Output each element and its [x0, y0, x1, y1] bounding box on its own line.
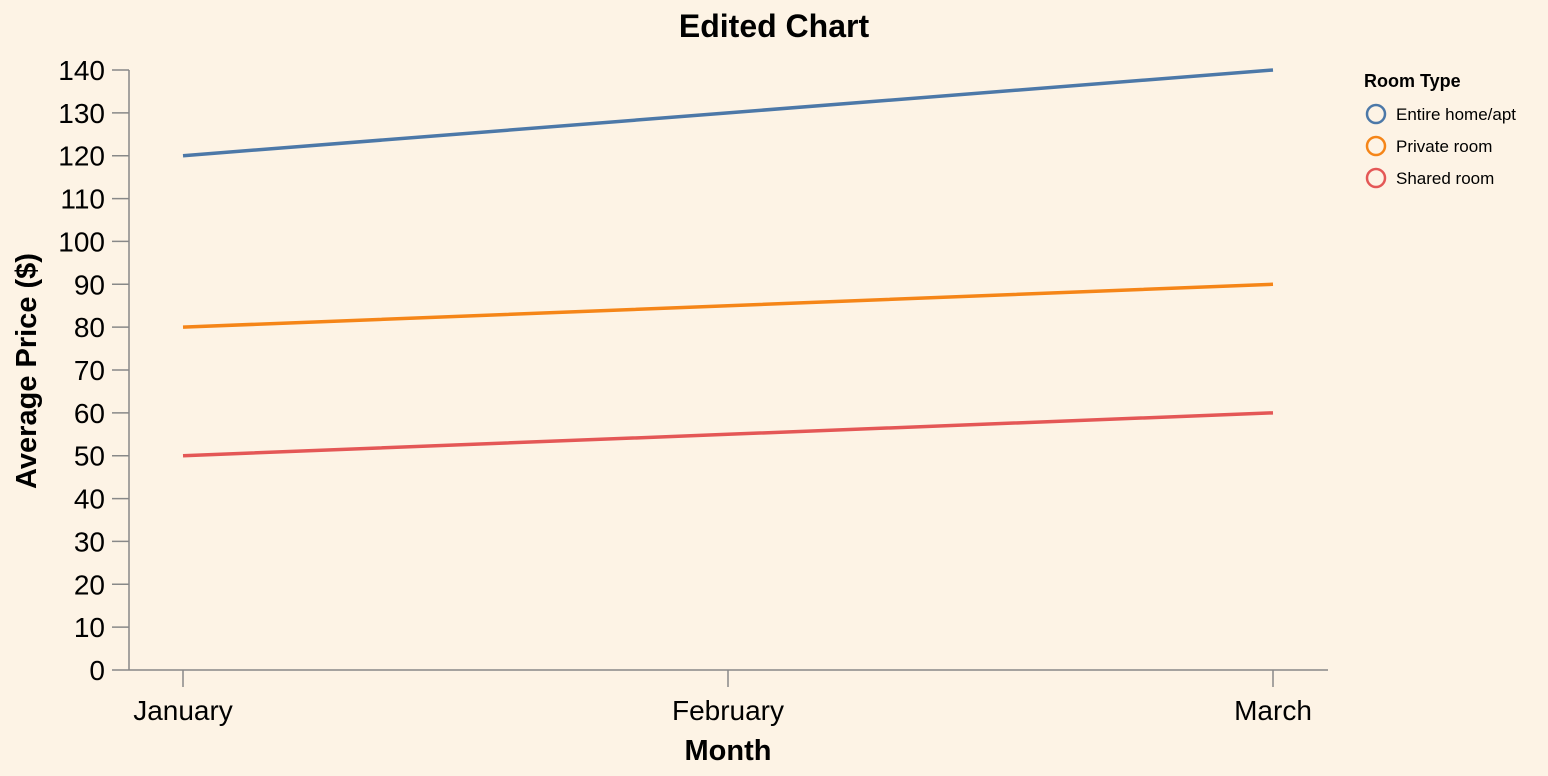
- legend-label: Shared room: [1396, 169, 1494, 188]
- x-tick-label: March: [1234, 695, 1312, 726]
- y-axis: 0 10 20 30 40 50 60 70 80 90 100 110 120 130 140: [58, 55, 130, 686]
- x-axis: January February March: [129, 669, 1328, 726]
- legend-symbol: [1365, 103, 1387, 125]
- legend-label: Entire home/apt: [1396, 105, 1516, 124]
- y-tick-label: 10: [74, 612, 105, 643]
- legend: Room Type Entire home/apt Private room Sha…: [1364, 71, 1516, 189]
- y-tick-label: 130: [58, 98, 105, 129]
- y-tick-label: 90: [74, 269, 105, 300]
- y-tick-label: 40: [74, 484, 105, 515]
- y-tick-label: 100: [58, 226, 105, 257]
- legend-label: Private room: [1396, 137, 1492, 156]
- legend-symbol: [1365, 135, 1387, 157]
- x-axis-title: Month: [685, 735, 772, 767]
- x-tick-label: February: [672, 695, 784, 726]
- x-tick-label: January: [133, 695, 233, 726]
- series-group: [182, 68, 1274, 458]
- y-tick-label: 0: [89, 655, 105, 686]
- y-tick-label: 110: [60, 184, 105, 215]
- series-line-entire-home-apt: [182, 68, 1274, 158]
- y-tick-label: 140: [58, 55, 105, 86]
- legend-title: Room Type: [1364, 71, 1461, 91]
- legend-symbol: [1365, 167, 1387, 189]
- y-tick-label: 30: [74, 526, 105, 557]
- chart-title: Edited Chart: [679, 8, 870, 44]
- series-line-shared-room: [182, 411, 1274, 458]
- y-tick-label: 20: [74, 569, 105, 600]
- y-tick-label: 50: [74, 441, 105, 472]
- y-tick-label: 80: [74, 312, 105, 343]
- y-tick-label: 60: [74, 398, 105, 429]
- y-tick-label: 70: [74, 355, 105, 386]
- y-axis-title: Average Price ($): [11, 253, 43, 489]
- y-tick-label: 120: [58, 141, 105, 172]
- series-line-private-room: [182, 282, 1274, 329]
